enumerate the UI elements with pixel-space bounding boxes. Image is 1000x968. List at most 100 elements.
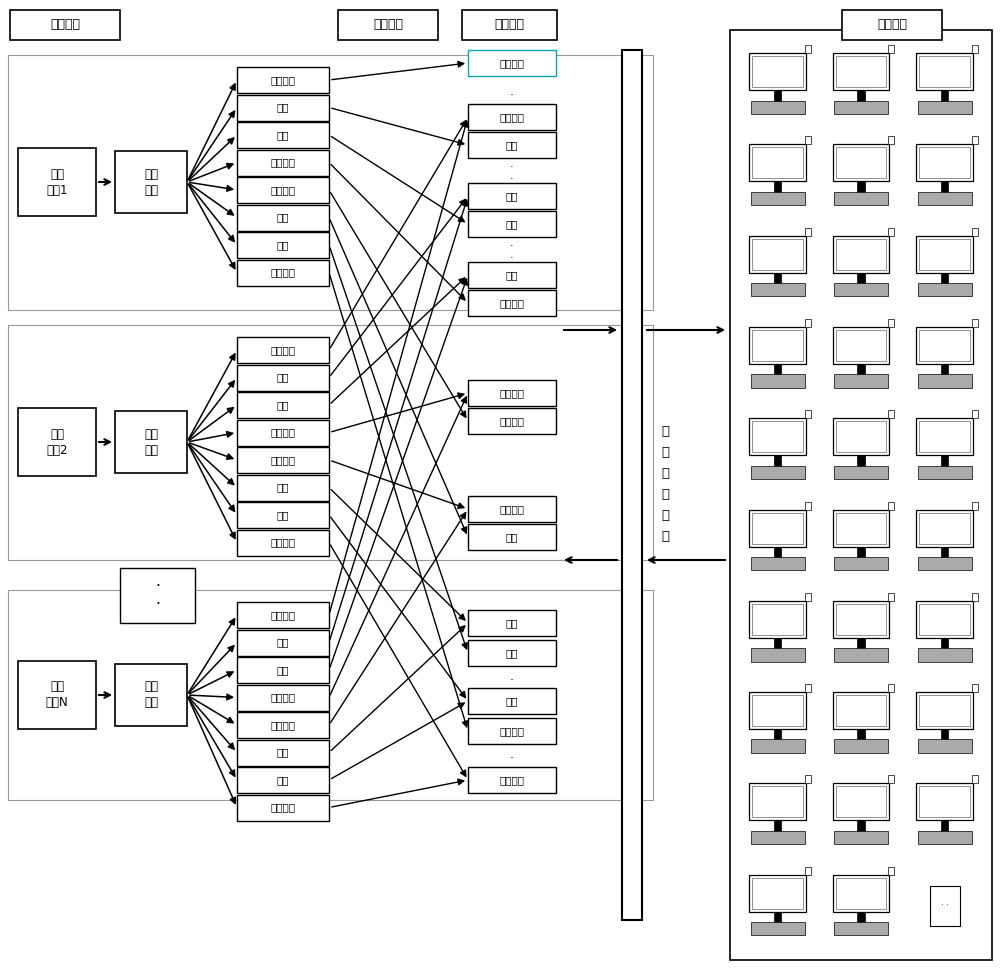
Bar (836, 604, 886, 635)
Bar (774, 820, 781, 831)
Bar (972, 501, 978, 509)
Bar (916, 327, 973, 364)
Bar (237, 795, 329, 821)
Bar (918, 831, 972, 844)
Bar (468, 718, 556, 744)
Text: 分布存储: 分布存储 (494, 18, 524, 32)
Bar (749, 418, 806, 455)
Bar (237, 474, 329, 500)
Bar (916, 601, 973, 638)
Bar (833, 601, 889, 638)
Bar (916, 418, 973, 455)
Bar (750, 283, 804, 296)
Bar (834, 375, 888, 388)
Text: 电表参数: 电表参数 (500, 775, 524, 785)
Bar (749, 783, 806, 820)
Bar (888, 592, 894, 601)
Text: 功率: 功率 (277, 747, 289, 758)
Text: 电压: 电压 (277, 103, 289, 112)
Bar (836, 786, 886, 817)
Bar (888, 684, 894, 692)
Bar (18, 148, 96, 216)
Text: 电压: 电压 (506, 191, 518, 201)
Text: 并行分类: 并行分类 (373, 18, 403, 32)
Bar (972, 410, 978, 418)
Text: 功率: 功率 (506, 532, 518, 542)
Text: 电流: 电流 (506, 219, 518, 229)
Bar (916, 692, 973, 729)
Bar (916, 53, 973, 90)
Bar (237, 67, 329, 93)
Bar (120, 568, 195, 623)
Bar (833, 418, 889, 455)
Text: ·: · (510, 675, 514, 687)
Bar (730, 30, 992, 960)
Bar (752, 147, 803, 178)
Text: · ·: · · (941, 901, 948, 910)
Text: 数据
分解: 数据 分解 (144, 428, 158, 457)
Bar (752, 56, 803, 87)
Bar (918, 192, 972, 205)
Bar (941, 455, 948, 466)
Text: 电表时钟: 电表时钟 (500, 416, 524, 426)
Bar (749, 692, 806, 729)
Bar (833, 53, 889, 90)
Text: 心跳报文: 心跳报文 (270, 428, 296, 438)
Bar (833, 144, 889, 181)
Bar (750, 192, 804, 205)
Bar (237, 95, 329, 120)
Text: ·
·: · · (510, 241, 514, 262)
Bar (919, 147, 970, 178)
Text: 电表时钟: 电表时钟 (270, 720, 296, 730)
Bar (468, 211, 556, 237)
Bar (918, 101, 972, 114)
Bar (237, 259, 329, 286)
Bar (749, 236, 806, 273)
Bar (115, 151, 187, 213)
Bar (468, 767, 556, 793)
Bar (115, 411, 187, 473)
Bar (972, 592, 978, 601)
Bar (468, 290, 556, 316)
Text: 冻结示数: 冻结示数 (500, 112, 524, 122)
Bar (468, 610, 556, 636)
Bar (919, 330, 970, 361)
Bar (774, 455, 781, 466)
Text: 数据
分解: 数据 分解 (144, 681, 158, 710)
Bar (918, 740, 972, 753)
Bar (888, 319, 894, 327)
Bar (18, 661, 96, 729)
Bar (972, 45, 978, 53)
Text: 电流: 电流 (277, 665, 289, 675)
Text: 电表时钟: 电表时钟 (500, 504, 524, 514)
Bar (836, 878, 886, 909)
Bar (916, 236, 973, 273)
Bar (237, 502, 329, 528)
Bar (462, 10, 557, 40)
Bar (805, 45, 811, 53)
Bar (833, 236, 889, 273)
Bar (749, 509, 806, 547)
Bar (115, 664, 187, 726)
Bar (805, 319, 811, 327)
Text: 电流: 电流 (277, 130, 289, 140)
Bar (833, 875, 889, 912)
Bar (237, 392, 329, 418)
Text: 冻结示数: 冻结示数 (270, 75, 296, 85)
Bar (918, 375, 972, 388)
Bar (468, 524, 556, 550)
Bar (857, 90, 865, 101)
Text: 事件: 事件 (277, 510, 289, 520)
Bar (941, 181, 948, 192)
Bar (752, 695, 803, 726)
Bar (750, 740, 804, 753)
Text: 输入参数: 输入参数 (50, 18, 80, 32)
Bar (857, 820, 865, 831)
Bar (237, 232, 329, 258)
Bar (752, 513, 803, 544)
Bar (836, 239, 886, 270)
Bar (237, 337, 329, 363)
Bar (857, 638, 865, 649)
Bar (833, 327, 889, 364)
Bar (805, 501, 811, 509)
